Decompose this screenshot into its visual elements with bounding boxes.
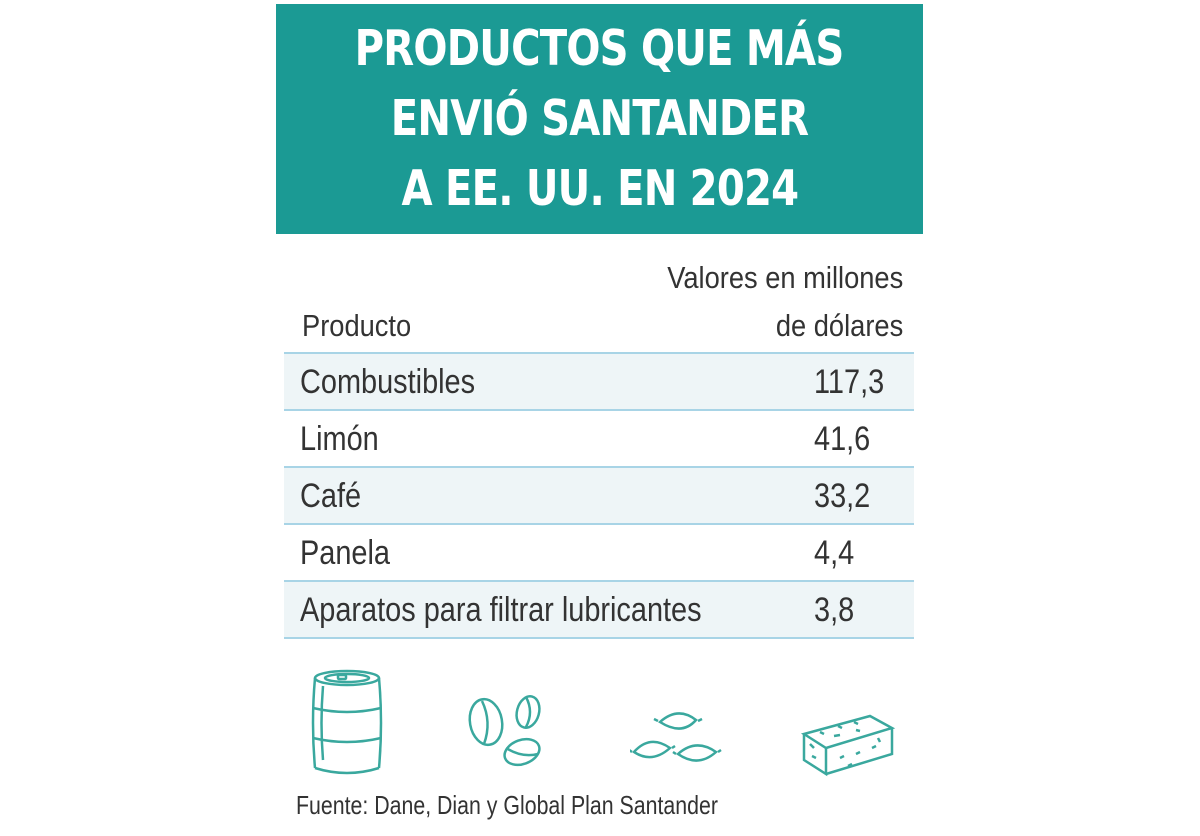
row-product-value: 4,4 xyxy=(814,534,855,572)
source-note: Fuente: Dane, Dian y Global Plan Santand… xyxy=(296,790,718,820)
column-header-value-line-2: de dólares xyxy=(775,308,903,343)
column-header-value-line-1: Valores en millones xyxy=(666,260,903,295)
table-row: Aparatos para filtrar lubricantes 3,8 xyxy=(284,580,914,639)
data-table: Combustibles 117,3 Limón 41,6 Café 33,2 Panela… xyxy=(284,352,914,639)
row-product-name: Limón xyxy=(300,420,379,458)
column-header-product: Producto xyxy=(302,308,412,343)
title-line-2: ENVIÓ SANTANDER xyxy=(390,90,809,147)
row-product-name: Panela xyxy=(300,534,390,572)
table-row: Café 33,2 xyxy=(284,466,914,523)
row-product-name: Combustibles xyxy=(300,363,476,401)
row-product-value: 117,3 xyxy=(814,363,885,401)
lemons-icon xyxy=(630,704,722,776)
row-product-name: Aparatos para filtrar lubricantes xyxy=(300,591,702,629)
column-header-value: Valores en millones de dólares xyxy=(667,254,903,350)
title-line-3: A EE. UU. EN 2024 xyxy=(401,160,799,217)
table-row: Panela 4,4 xyxy=(284,523,914,580)
row-product-value: 3,8 xyxy=(814,591,855,629)
barrel-icon xyxy=(310,668,384,778)
panela-block-icon xyxy=(800,708,896,778)
row-product-value: 41,6 xyxy=(814,420,871,458)
title-banner: PRODUCTOS QUE MÁS ENVIÓ SANTANDER A EE. … xyxy=(276,4,923,234)
row-product-value: 33,2 xyxy=(814,477,871,515)
table-row: Combustibles 117,3 xyxy=(284,352,914,409)
table-row: Limón 41,6 xyxy=(284,409,914,466)
row-product-name: Café xyxy=(300,477,362,515)
title-line-1: PRODUCTOS QUE MÁS xyxy=(355,20,845,77)
coffee-beans-icon xyxy=(462,692,548,774)
